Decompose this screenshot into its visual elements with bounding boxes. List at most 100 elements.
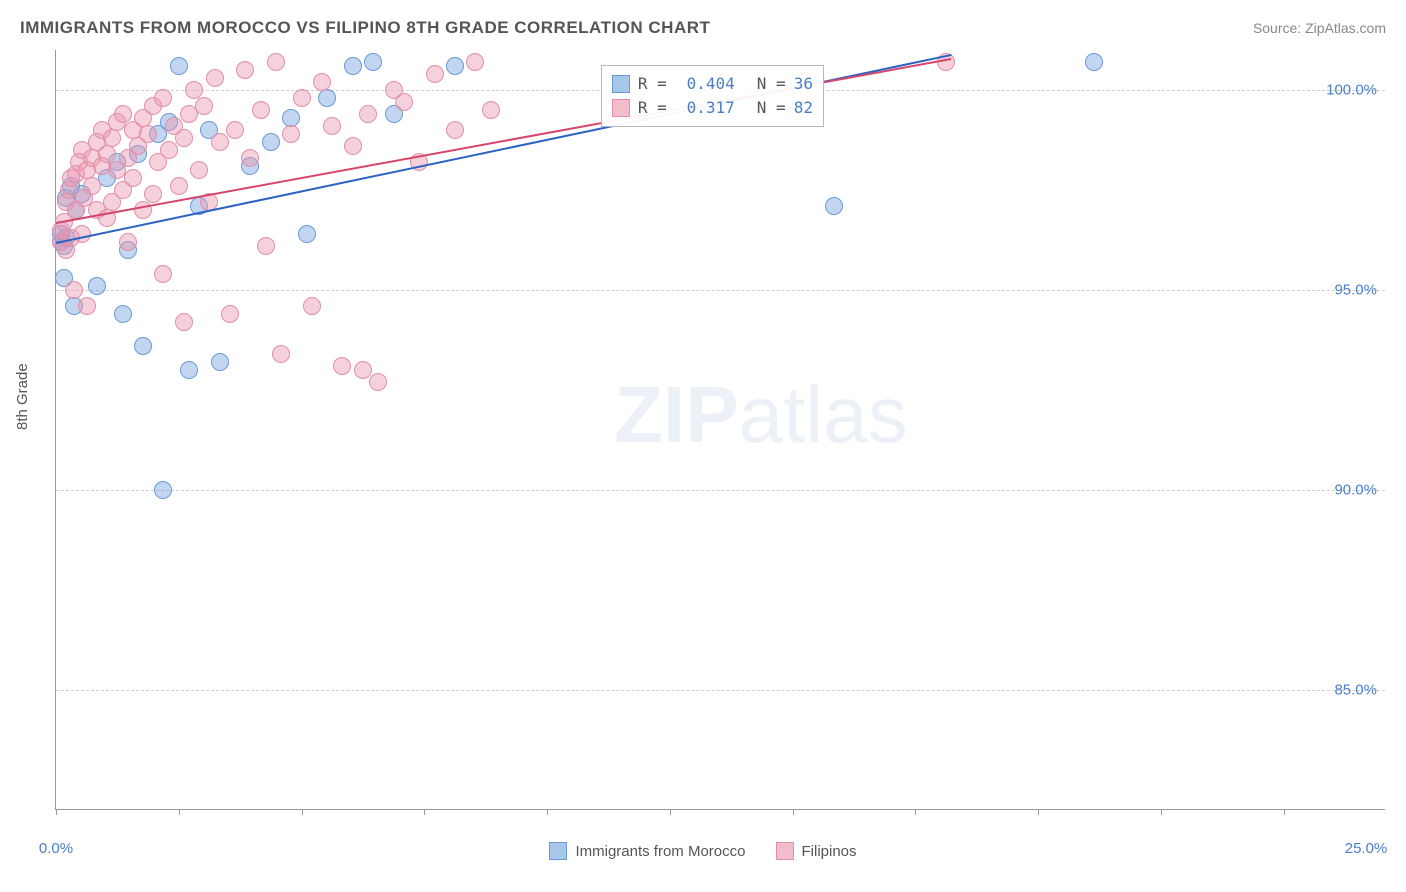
- gridline-h: [56, 490, 1385, 491]
- legend-label-morocco: Immigrants from Morocco: [575, 843, 745, 860]
- scatter-marker: [236, 61, 254, 79]
- scatter-marker: [272, 345, 290, 363]
- x-tick: [179, 809, 180, 815]
- legend-swatch-filipinos: [776, 842, 794, 860]
- x-tick: [1038, 809, 1039, 815]
- scatter-marker: [154, 89, 172, 107]
- stats-row: R = 0.317 N = 82: [612, 96, 813, 120]
- legend-item-filipinos: Filipinos: [776, 842, 857, 860]
- scatter-marker: [313, 73, 331, 91]
- scatter-marker: [211, 133, 229, 151]
- scatter-marker: [226, 121, 244, 139]
- stats-n-label: N =: [757, 72, 786, 96]
- scatter-marker: [241, 149, 259, 167]
- scatter-marker: [298, 225, 316, 243]
- scatter-marker: [154, 265, 172, 283]
- legend-label-filipinos: Filipinos: [802, 843, 857, 860]
- scatter-marker: [293, 89, 311, 107]
- scatter-marker: [160, 141, 178, 159]
- scatter-marker: [446, 57, 464, 75]
- stats-swatch: [612, 99, 630, 117]
- scatter-marker: [114, 105, 132, 123]
- scatter-marker: [114, 305, 132, 323]
- scatter-marker: [103, 129, 121, 147]
- scatter-marker: [369, 373, 387, 391]
- scatter-marker: [83, 177, 101, 195]
- scatter-marker: [344, 57, 362, 75]
- scatter-marker: [359, 105, 377, 123]
- bottom-legend: Immigrants from Morocco Filipinos: [0, 842, 1406, 860]
- scatter-marker: [134, 337, 152, 355]
- scatter-marker: [318, 89, 336, 107]
- scatter-marker: [344, 137, 362, 155]
- x-tick: [670, 809, 671, 815]
- scatter-marker: [144, 185, 162, 203]
- watermark-light: atlas: [739, 370, 908, 459]
- stats-swatch: [612, 75, 630, 93]
- y-tick-label: 85.0%: [1334, 682, 1377, 699]
- stats-n-label: N =: [757, 96, 786, 120]
- stats-n-value: 82: [794, 96, 813, 120]
- x-tick: [424, 809, 425, 815]
- x-tick: [56, 809, 57, 815]
- stats-row: R =0.404N =36: [612, 72, 813, 96]
- scatter-marker: [175, 313, 193, 331]
- scatter-marker: [88, 277, 106, 295]
- scatter-marker: [221, 305, 239, 323]
- scatter-marker: [195, 97, 213, 115]
- scatter-marker: [364, 53, 382, 71]
- scatter-marker: [154, 481, 172, 499]
- stats-box: R =0.404N =36R =0.317N =82: [601, 65, 824, 127]
- scatter-marker: [124, 169, 142, 187]
- y-tick-label: 100.0%: [1326, 82, 1377, 99]
- stats-n-value: 36: [794, 72, 813, 96]
- scatter-marker: [262, 133, 280, 151]
- source-prefix: Source:: [1253, 20, 1305, 36]
- stats-r-value: 0.317: [675, 96, 735, 120]
- scatter-marker: [282, 125, 300, 143]
- scatter-marker: [139, 125, 157, 143]
- stats-r-label: R =: [638, 96, 667, 120]
- scatter-marker: [170, 177, 188, 195]
- scatter-marker: [252, 101, 270, 119]
- plot-area: ZIPatlas 85.0%90.0%95.0%100.0%0.0%25.0%R…: [55, 50, 1385, 810]
- scatter-marker: [267, 53, 285, 71]
- scatter-marker: [190, 161, 208, 179]
- scatter-marker: [323, 117, 341, 135]
- scatter-marker: [119, 233, 137, 251]
- scatter-marker: [73, 225, 91, 243]
- chart-title: IMMIGRANTS FROM MOROCCO VS FILIPINO 8TH …: [20, 18, 710, 38]
- source-link[interactable]: ZipAtlas.com: [1305, 20, 1386, 36]
- scatter-marker: [466, 53, 484, 71]
- gridline-h: [56, 290, 1385, 291]
- chart-header: IMMIGRANTS FROM MOROCCO VS FILIPINO 8TH …: [20, 18, 1386, 38]
- scatter-marker: [446, 121, 464, 139]
- scatter-marker: [134, 201, 152, 219]
- legend-item-morocco: Immigrants from Morocco: [549, 842, 745, 860]
- stats-r-label: R =: [638, 72, 667, 96]
- x-tick: [1161, 809, 1162, 815]
- x-tick: [547, 809, 548, 815]
- watermark-bold: ZIP: [614, 370, 738, 459]
- scatter-marker: [333, 357, 351, 375]
- scatter-marker: [206, 69, 224, 87]
- y-axis-label: 8th Grade: [14, 363, 31, 430]
- y-tick-label: 95.0%: [1334, 282, 1377, 299]
- scatter-marker: [78, 297, 96, 315]
- scatter-marker: [180, 361, 198, 379]
- watermark: ZIPatlas: [614, 369, 907, 461]
- scatter-marker: [426, 65, 444, 83]
- x-tick: [1284, 809, 1285, 815]
- scatter-marker: [825, 197, 843, 215]
- scatter-marker: [98, 145, 116, 163]
- scatter-marker: [395, 93, 413, 111]
- scatter-marker: [354, 361, 372, 379]
- scatter-marker: [211, 353, 229, 371]
- chart-source: Source: ZipAtlas.com: [1253, 20, 1386, 36]
- gridline-h: [56, 690, 1385, 691]
- scatter-marker: [257, 237, 275, 255]
- scatter-marker: [185, 81, 203, 99]
- x-tick: [302, 809, 303, 815]
- x-tick: [915, 809, 916, 815]
- legend-swatch-morocco: [549, 842, 567, 860]
